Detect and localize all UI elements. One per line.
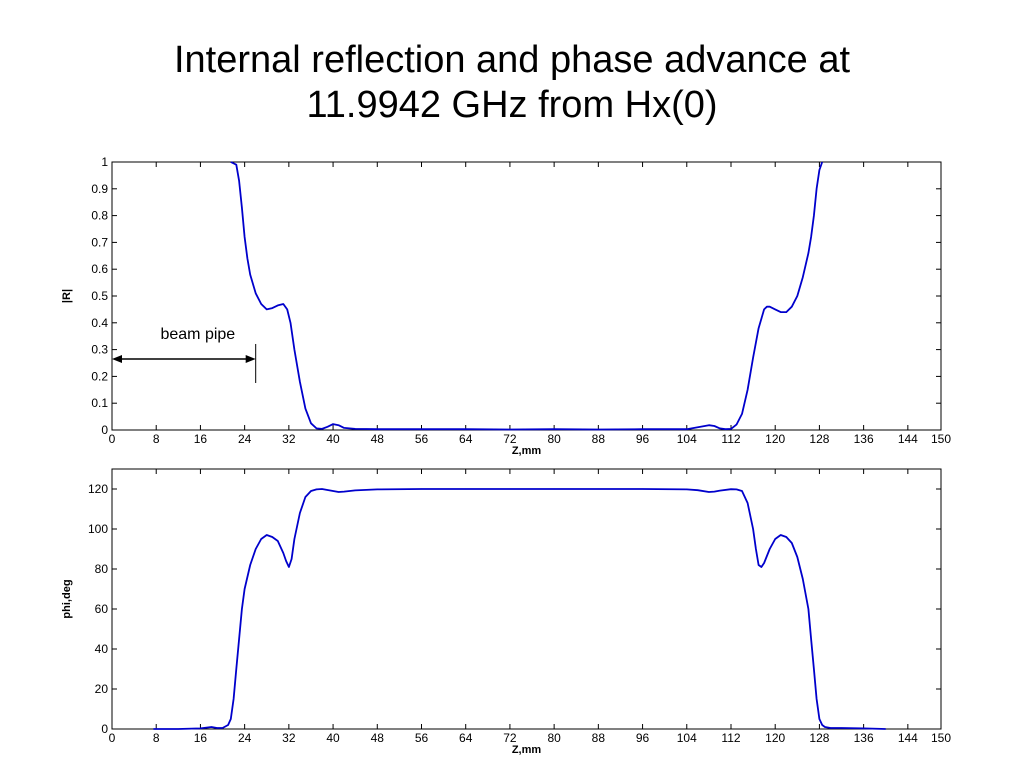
- x-tick-label: 8: [153, 432, 160, 446]
- x-tick-label: 0: [109, 731, 116, 745]
- y-tick-label: 60: [95, 602, 109, 616]
- x-tick-label: 144: [898, 731, 918, 745]
- y-tick-label: 0: [101, 423, 108, 437]
- y-tick-label: 40: [95, 642, 109, 656]
- x-tick-label: 144: [898, 432, 918, 446]
- x-tick-label: 104: [677, 731, 697, 745]
- x-tick-label: 136: [854, 432, 874, 446]
- y-tick-label: 0.5: [91, 289, 108, 303]
- y-axis-label: phi,deg: [61, 579, 73, 618]
- x-tick-label: 88: [592, 432, 606, 446]
- y-tick-label: 0: [101, 722, 108, 736]
- y-tick-label: 0.2: [91, 369, 108, 383]
- chart-title: Internal reflection and phase advance at…: [0, 38, 1024, 128]
- series-line-1: [230, 161, 824, 431]
- chart-panel-1: 0 8 16 24 32 40 48 56 64 72 80 88 96 104 112 120 128 136 1…: [61, 155, 951, 457]
- series-line-1: [153, 488, 886, 730]
- x-tick-label: 104: [677, 432, 697, 446]
- chart-title-line2: 11.9942 GHz from Hx(0): [306, 84, 718, 126]
- y-tick-label: 120: [88, 482, 108, 496]
- y-tick-label: 100: [88, 522, 108, 536]
- x-tick-label: 48: [371, 432, 385, 446]
- x-tick-label: 136: [854, 731, 874, 745]
- plot-frame: [111, 468, 942, 730]
- x-tick-label: 80: [547, 731, 561, 745]
- x-tick-label: 128: [809, 432, 829, 446]
- chart-title-line1: Internal reflection and phase advance at: [173, 39, 851, 81]
- x-tick-label: 56: [415, 731, 429, 745]
- x-axis-label: Z,mm: [512, 445, 542, 457]
- x-tick-label: 72: [503, 731, 517, 745]
- y-axis-label: |R|: [61, 289, 73, 303]
- x-tick-label: 112: [721, 432, 740, 446]
- beam-pipe-arrow-right-head: [245, 354, 256, 363]
- x-tick-label: 32: [282, 432, 296, 446]
- y-tick-label: 1: [101, 155, 108, 169]
- x-tick-label: 24: [238, 432, 252, 446]
- x-tick-label: 16: [194, 731, 208, 745]
- x-tick-label: 150: [931, 432, 951, 446]
- x-tick-label: 96: [636, 731, 650, 745]
- x-tick-label: 64: [459, 731, 473, 745]
- y-tick-label: 0.4: [91, 316, 108, 330]
- x-tick-label: 72: [503, 432, 517, 446]
- x-tick-label: 16: [194, 432, 208, 446]
- x-tick-label: 32: [282, 731, 296, 745]
- chart-panel-2: 0 8 16 24 32 40 48 56 64 72 80 88 96 104 112 120 128 136 1…: [61, 468, 951, 756]
- x-tick-label: 64: [459, 432, 473, 446]
- x-tick-label: 88: [592, 731, 606, 745]
- x-tick-label: 120: [765, 731, 785, 745]
- plot-frame: [111, 161, 942, 431]
- x-tick-label: 80: [547, 432, 561, 446]
- y-tick-label: 0.7: [91, 235, 108, 249]
- beam-pipe-label: beam pipe: [160, 326, 235, 343]
- x-tick-label: 96: [636, 432, 650, 446]
- x-tick-label: 150: [931, 731, 951, 745]
- y-tick-label: 0.8: [91, 209, 108, 223]
- beam-pipe-arrow-left-head: [112, 354, 122, 363]
- y-tick-label: 0.1: [91, 396, 108, 410]
- x-tick-label: 40: [326, 432, 340, 446]
- x-tick-label: 40: [326, 731, 340, 745]
- x-tick-label: 8: [153, 731, 160, 745]
- y-tick-label: 0.9: [91, 182, 108, 196]
- x-tick-label: 56: [415, 432, 429, 446]
- y-tick-label: 0.6: [91, 262, 108, 276]
- x-tick-label: 128: [809, 731, 829, 745]
- y-tick-label: 20: [95, 682, 109, 696]
- x-tick-label: 112: [721, 731, 740, 745]
- x-tick-label: 48: [371, 731, 385, 745]
- x-axis-label: Z,mm: [512, 744, 542, 756]
- x-tick-label: 24: [238, 731, 252, 745]
- x-tick-label: 120: [765, 432, 785, 446]
- y-tick-label: 0.3: [91, 343, 108, 357]
- x-tick-label: 0: [109, 432, 116, 446]
- y-tick-label: 80: [95, 562, 109, 576]
